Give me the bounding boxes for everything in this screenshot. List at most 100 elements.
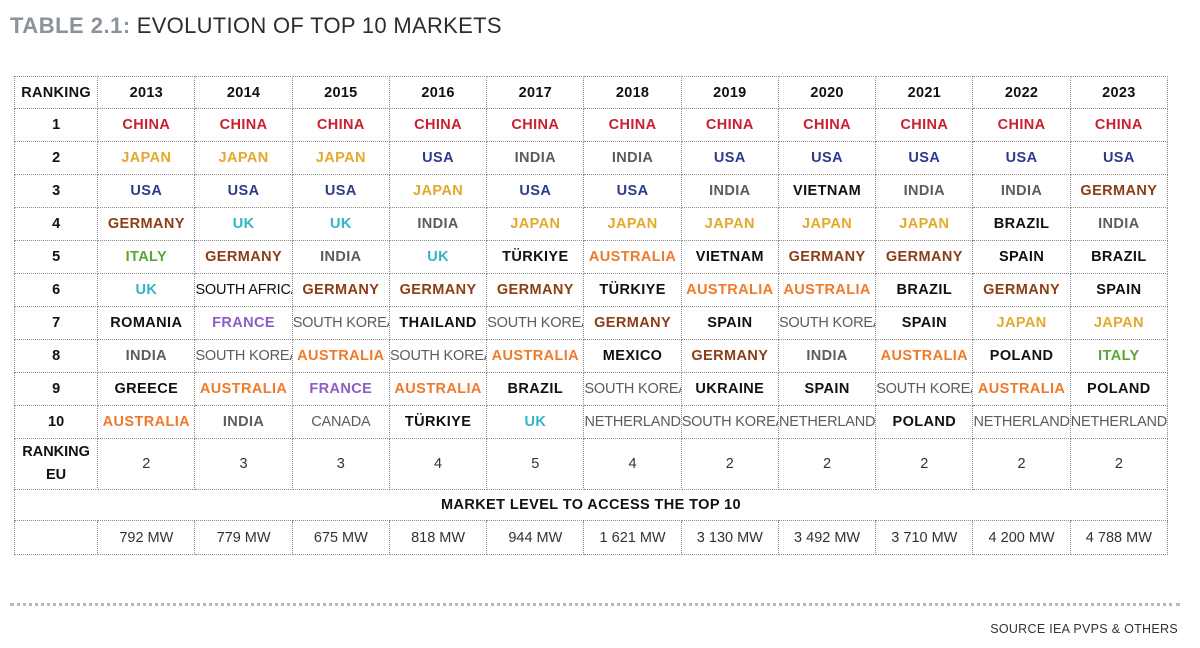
country-cell: INDIA	[583, 141, 682, 175]
ranking-eu-value: 4	[583, 438, 682, 490]
ranking-eu-label: RANKING EU	[13, 438, 99, 490]
country-cell: SOUTH KOREA	[680, 405, 779, 439]
country-cell: FRANCE	[194, 306, 293, 340]
market-level-value: 3 492 MW	[777, 520, 877, 555]
year-header: 2019	[680, 76, 779, 109]
year-header: 2013	[97, 76, 196, 109]
country-cell: JAPAN	[291, 141, 390, 175]
table-number: TABLE 2.1:	[10, 13, 131, 38]
table-row: 1 CHINA CHINA CHINA CHINA CHINA CHINA CHINA CHIN…	[13, 108, 1169, 142]
country-cell: ITALY	[1069, 339, 1169, 373]
year-header: 2015	[291, 76, 390, 109]
country-cell: USA	[583, 174, 682, 208]
ranking-eu-value: 3	[194, 438, 293, 490]
table-row: 9 GREECE AUSTRALIA FRANCE AUSTRALIA BRAZIL SOU…	[13, 372, 1169, 406]
market-level-value: 4 200 MW	[972, 520, 1071, 555]
top-markets-table: RANKING 2013 2014 2015 2016 2017 2018 20…	[13, 76, 1169, 555]
country-cell: POLAND	[1069, 372, 1169, 406]
ranking-eu-value: 2	[680, 438, 779, 490]
country-cell: ROMANIA	[97, 306, 196, 340]
country-cell: CHINA	[97, 108, 196, 142]
country-cell: UK	[486, 405, 585, 439]
ranking-eu-value: 5	[486, 438, 585, 490]
country-cell: AUSTRALIA	[680, 273, 779, 307]
market-level-value: 4 788 MW	[1069, 520, 1169, 555]
country-cell: JAPAN	[777, 207, 877, 241]
country-cell: BRAZIL	[875, 273, 974, 307]
country-cell: POLAND	[875, 405, 974, 439]
country-cell: INDIA	[194, 405, 293, 439]
country-cell: AUSTRALIA	[972, 372, 1071, 406]
country-cell: CHINA	[1069, 108, 1169, 142]
ranking-rows: 1 CHINA CHINA CHINA CHINA CHINA CHINA CHINA CHIN…	[13, 108, 1169, 439]
year-header: 2017	[486, 76, 585, 109]
country-cell: GERMANY	[875, 240, 974, 274]
country-cell: USA	[388, 141, 488, 175]
country-cell: CHINA	[777, 108, 877, 142]
country-cell: GERMANY	[486, 273, 585, 307]
market-level-value: 1 621 MW	[583, 520, 682, 555]
country-cell: SOUTH AFRICA	[194, 273, 293, 307]
country-cell: CHINA	[486, 108, 585, 142]
country-cell: BRAZIL	[972, 207, 1071, 241]
country-cell: JAPAN	[486, 207, 585, 241]
country-cell: USA	[875, 141, 974, 175]
country-cell: NETHERLANDS	[972, 405, 1071, 439]
country-cell: USA	[972, 141, 1071, 175]
country-cell: SOUTH KOREA	[486, 306, 585, 340]
country-cell: JAPAN	[1069, 306, 1169, 340]
year-header: 2021	[875, 76, 974, 109]
country-cell: AUSTRALIA	[875, 339, 974, 373]
market-level-value: 792 MW	[97, 520, 196, 555]
rank-number: 7	[13, 306, 99, 340]
country-cell: AUSTRALIA	[97, 405, 196, 439]
header-row: RANKING 2013 2014 2015 2016 2017 2018 20…	[13, 76, 1169, 109]
dotted-divider	[10, 603, 1180, 606]
ranking-eu-value: 2	[972, 438, 1071, 490]
rank-number: 1	[13, 108, 99, 142]
country-cell: UK	[388, 240, 488, 274]
country-cell: NETHERLANDS	[1069, 405, 1169, 439]
market-level-title-row: MARKET LEVEL TO ACCESS THE TOP 10	[14, 489, 1168, 521]
table-row: 5 ITALY GERMANY INDIA UK TÜRKIYE AUSTRALIA VIET…	[13, 240, 1169, 274]
rank-number: 2	[13, 141, 99, 175]
country-cell: SPAIN	[972, 240, 1071, 274]
country-cell: SOUTH KOREA	[875, 372, 974, 406]
market-level-title: MARKET LEVEL TO ACCESS THE TOP 10	[14, 489, 1168, 521]
ranking-eu-label-line1: RANKING	[22, 444, 90, 460]
country-cell: UK	[291, 207, 390, 241]
country-cell: FRANCE	[291, 372, 390, 406]
country-cell: USA	[777, 141, 877, 175]
rank-number: 3	[13, 174, 99, 208]
country-cell: GERMANY	[1069, 174, 1169, 208]
country-cell: CHINA	[291, 108, 390, 142]
country-cell: CHINA	[875, 108, 974, 142]
country-cell: SPAIN	[777, 372, 877, 406]
market-level-blank-cell	[13, 520, 99, 555]
table-title: EVOLUTION OF TOP 10 MARKETS	[136, 13, 502, 38]
table-row: 2 JAPAN JAPAN JAPAN USA INDIA INDIA USA USA USA US…	[13, 141, 1169, 175]
country-cell: BRAZIL	[1069, 240, 1169, 274]
country-cell: AUSTRALIA	[388, 372, 488, 406]
country-cell: VIETNAM	[680, 240, 779, 274]
country-cell: TÜRKIYE	[388, 405, 488, 439]
country-cell: INDIA	[388, 207, 488, 241]
ranking-eu-value: 2	[777, 438, 877, 490]
table-row: 6 UK SOUTH AFRICA GERMANY GERMANY GERMANY TÜRK…	[13, 273, 1169, 307]
country-cell: GERMANY	[972, 273, 1071, 307]
country-cell: CHINA	[583, 108, 682, 142]
country-cell: JAPAN	[972, 306, 1071, 340]
country-cell: CHINA	[680, 108, 779, 142]
source-note: SOURCE IEA PVPS & OTHERS	[990, 622, 1178, 636]
country-cell: INDIA	[97, 339, 196, 373]
country-cell: NETHERLANDS	[583, 405, 682, 439]
country-cell: CHINA	[194, 108, 293, 142]
year-header: 2016	[388, 76, 488, 109]
country-cell: NETHERLANDS	[777, 405, 877, 439]
country-cell: THAILAND	[388, 306, 488, 340]
country-cell: CHINA	[972, 108, 1071, 142]
year-header: 2022	[972, 76, 1071, 109]
country-cell: USA	[291, 174, 390, 208]
country-cell: SOUTH KOREA	[583, 372, 682, 406]
country-cell: GERMANY	[291, 273, 390, 307]
